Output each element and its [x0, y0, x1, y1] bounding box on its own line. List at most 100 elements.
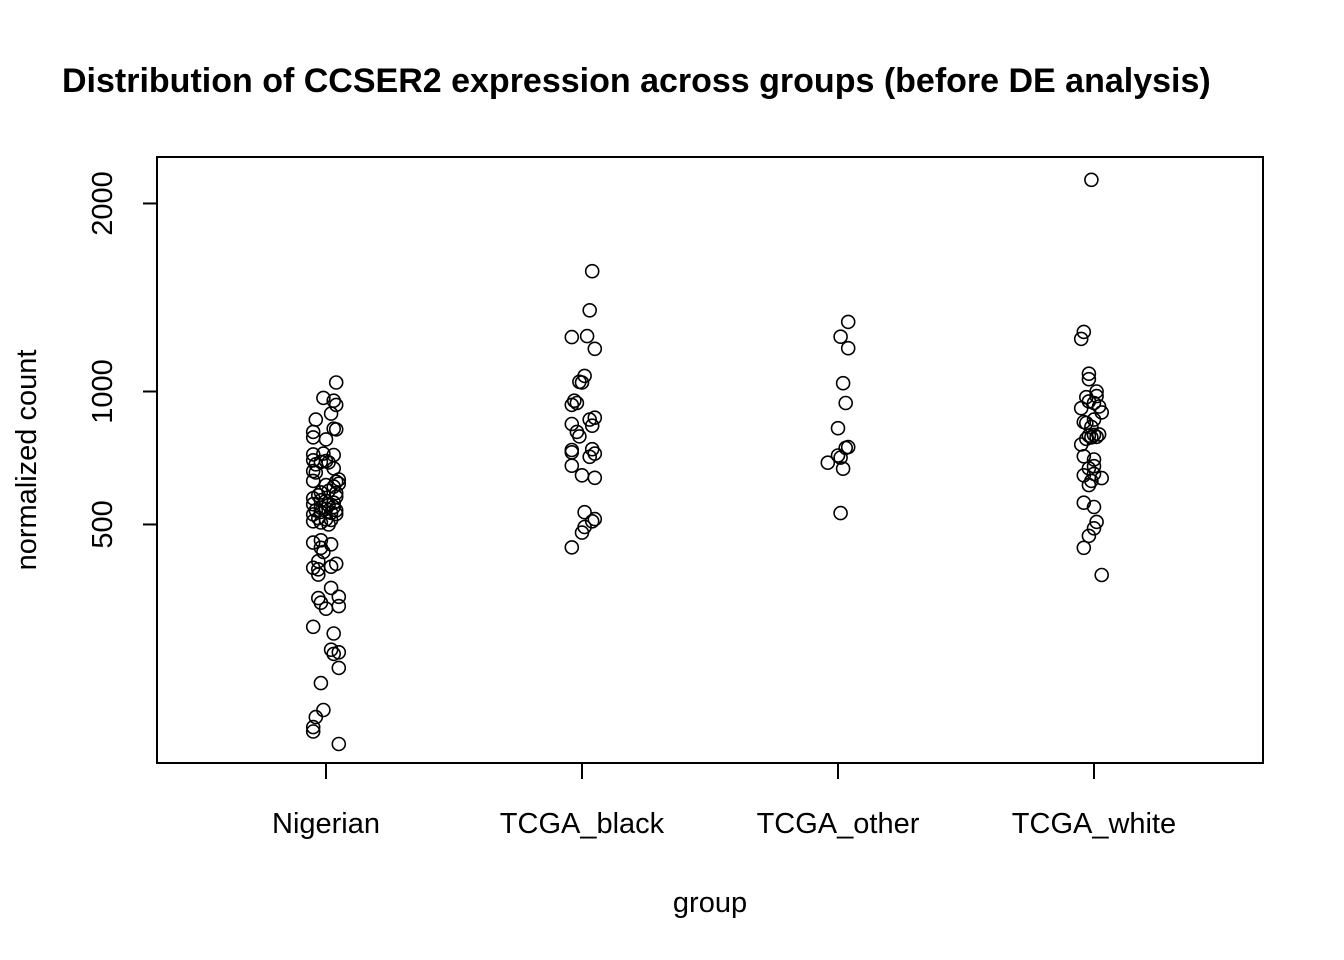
data-point [331, 660, 347, 676]
data-point [830, 420, 846, 436]
x-axis-title: group [673, 887, 747, 919]
data-point [1091, 427, 1107, 442]
data-point [313, 504, 329, 520]
data-point [310, 567, 326, 582]
data-point [305, 473, 321, 489]
data-point [323, 536, 339, 552]
data-point [1076, 540, 1092, 556]
data-point [308, 412, 324, 427]
data-point [313, 675, 329, 691]
data-point [579, 328, 595, 344]
data-point [1086, 412, 1102, 427]
data-point [316, 446, 331, 461]
data-point [1081, 528, 1097, 544]
data-point [1081, 477, 1097, 493]
data-point [564, 458, 580, 474]
data-point [584, 263, 600, 279]
data-point [587, 470, 603, 486]
data-point [574, 467, 590, 483]
data-point [326, 479, 342, 494]
y-tick-label: 2000 [87, 171, 119, 236]
data-point [840, 340, 856, 356]
data-point [1086, 520, 1102, 536]
y-axis: 500 1000 2000 [87, 171, 157, 549]
data-point [1089, 514, 1104, 530]
data-point [310, 561, 326, 577]
data-point [331, 589, 347, 605]
data-point [326, 626, 342, 641]
data-point [1073, 331, 1089, 347]
data-point [1076, 324, 1092, 340]
data-point [305, 719, 321, 735]
data-point [316, 702, 331, 718]
data-point [328, 485, 344, 501]
data-point [331, 736, 347, 752]
data-point [318, 432, 334, 447]
data-point [835, 375, 851, 391]
data-point [1076, 448, 1092, 464]
data-point [835, 461, 851, 477]
data-point [1086, 499, 1102, 515]
data-point [305, 535, 321, 550]
data-point [1081, 428, 1097, 443]
x-tick-label: Nigerian [272, 808, 380, 840]
x-tick-label: TCGA_other [757, 808, 920, 840]
data-point [328, 397, 344, 413]
y-tick-label: 1000 [87, 359, 119, 424]
data-points [305, 172, 1109, 752]
data-point [587, 341, 603, 357]
data-point [1081, 366, 1097, 382]
data-point [564, 416, 580, 432]
data-point [1089, 388, 1104, 404]
data-point [308, 465, 324, 480]
data-point [838, 395, 854, 411]
x-tick-label: TCGA_black [500, 808, 665, 840]
data-point [1086, 452, 1102, 467]
data-point [305, 724, 321, 739]
data-point [572, 429, 587, 444]
chart-title: Distribution of CCSER2 expression across… [62, 62, 1211, 100]
y-axis-title: normalized count [11, 350, 43, 571]
x-axis: Nigerian TCGA_black TCGA_other TCGA_white [272, 763, 1176, 840]
y-tick-label: 500 [87, 500, 119, 548]
data-point [323, 406, 339, 421]
data-point [840, 314, 856, 330]
x-tick-label: TCGA_white [1012, 808, 1176, 840]
data-point [1081, 371, 1097, 387]
data-point [820, 455, 836, 471]
data-point [587, 511, 603, 527]
data-point [833, 450, 848, 465]
data-point [564, 540, 580, 555]
data-point [584, 418, 600, 434]
plot-frame [156, 156, 1264, 764]
data-point [577, 504, 592, 520]
data-point [328, 375, 344, 390]
data-point [305, 424, 321, 440]
data-point [582, 449, 598, 465]
data-point [313, 515, 329, 530]
data-point [574, 525, 590, 540]
data-point [564, 329, 580, 345]
data-point [564, 397, 580, 413]
data-point [830, 448, 846, 463]
data-point [1086, 427, 1102, 443]
data-point [1073, 437, 1089, 452]
data-point [318, 601, 334, 617]
data-point [1094, 567, 1109, 583]
data-point [321, 517, 336, 532]
data-point [331, 598, 347, 614]
data-point [572, 374, 587, 390]
data-point [1076, 495, 1092, 511]
data-point [305, 447, 321, 462]
data-point [1089, 429, 1104, 445]
data-point [582, 302, 598, 318]
data-point [1086, 458, 1102, 474]
data-point [305, 619, 321, 635]
data-point [1073, 400, 1089, 416]
data-point [328, 422, 344, 437]
data-point [1094, 470, 1109, 486]
data-point [308, 709, 324, 725]
data-point [323, 580, 339, 596]
data-point [305, 513, 321, 529]
